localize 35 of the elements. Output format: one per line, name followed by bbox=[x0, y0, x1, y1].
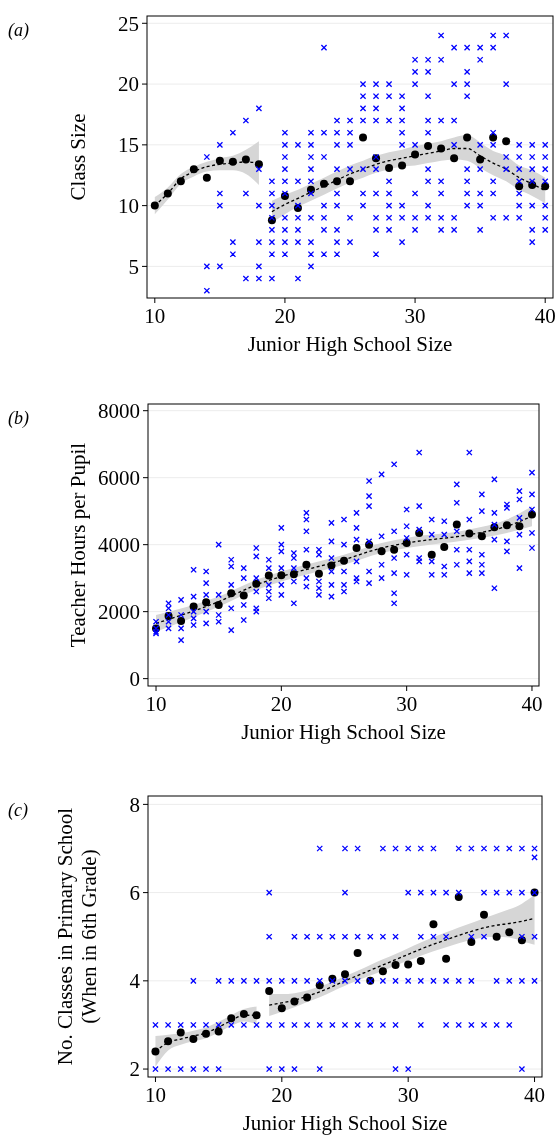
x-axis-title: Junior High School Size bbox=[241, 720, 446, 744]
y-tick-label: 8 bbox=[129, 792, 140, 817]
y-axis-title: Class Size bbox=[66, 113, 90, 201]
y-tick-label: 4000 bbox=[98, 533, 140, 558]
x-tick-label: 30 bbox=[397, 1083, 419, 1107]
chart-title: (b) bbox=[8, 408, 29, 429]
y-tick-label: 25 bbox=[118, 11, 139, 36]
y-tick-label: 2 bbox=[129, 1057, 140, 1082]
x-axis-title: Junior High School Size bbox=[247, 332, 453, 356]
y-tick-label: 2000 bbox=[98, 600, 140, 624]
x-tick-label: 20 bbox=[271, 1083, 293, 1107]
chart-title: (a) bbox=[8, 20, 29, 41]
y-axis-title: Teacher Hours per Pupil bbox=[66, 442, 90, 648]
chart-title: (c) bbox=[8, 800, 28, 821]
y-tick-label: 10 bbox=[118, 193, 139, 218]
x-axis-title: Junior High School Size bbox=[242, 1111, 448, 1135]
x-tick-label: 10 bbox=[145, 692, 167, 716]
x-tick-label: 40 bbox=[534, 304, 556, 328]
x-tick-label: 30 bbox=[404, 304, 426, 328]
y-tick-label: 20 bbox=[118, 72, 139, 97]
y-tick-label: 4 bbox=[129, 969, 141, 994]
y-tick-label: 6 bbox=[129, 880, 140, 905]
x-tick-label: 10 bbox=[144, 1083, 166, 1107]
x-tick-label: 20 bbox=[274, 304, 296, 328]
y-tick-label: 0 bbox=[129, 666, 140, 691]
x-tick-label: 10 bbox=[144, 304, 166, 328]
y-tick-label: 6000 bbox=[98, 466, 140, 491]
y-tick-label: 8000 bbox=[98, 399, 140, 424]
y-axis-title: No. Classes in Primary School (When in 6th Grade) bbox=[53, 807, 101, 1066]
x-tick-label: 40 bbox=[521, 692, 543, 716]
x-tick-label: 20 bbox=[270, 692, 292, 716]
y-tick-label: 15 bbox=[118, 133, 139, 158]
x-tick-label: 30 bbox=[396, 692, 418, 716]
y-tick-label: 5 bbox=[128, 254, 139, 279]
x-tick-label: 40 bbox=[524, 1083, 546, 1107]
